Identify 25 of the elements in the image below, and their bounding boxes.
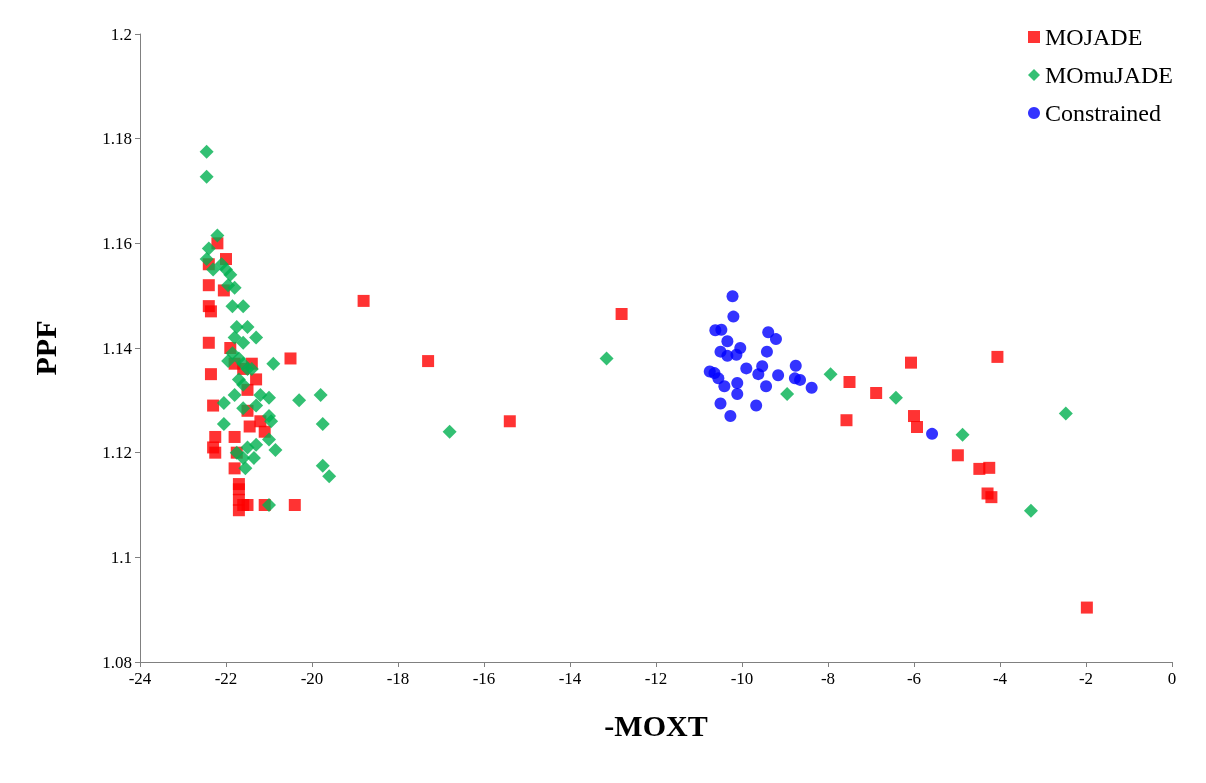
legend-label: Constrained <box>1045 100 1161 126</box>
x-tick-label: -14 <box>558 669 582 688</box>
legend-label: MOmuJADE <box>1045 62 1174 88</box>
y-tick-label: 1.08 <box>102 652 132 672</box>
x-tick-label: -8 <box>820 669 836 688</box>
x-tick-label: -16 <box>472 669 496 688</box>
x-axis-title: -MOXT <box>604 708 708 742</box>
legend-label: MOJADE <box>1045 24 1143 50</box>
y-tick-label: 1.14 <box>102 338 133 358</box>
x-tick-label: -10 <box>730 669 754 688</box>
x-tick-label: 0 <box>1167 669 1177 688</box>
x-tick-label: -24 <box>128 669 152 688</box>
x-tick-label: -20 <box>300 669 324 688</box>
x-tick-label: -12 <box>644 669 668 688</box>
x-tick-label: -18 <box>386 669 410 688</box>
y-tick-label: 1.1 <box>110 547 132 567</box>
y-tick-label: 1.18 <box>102 129 132 149</box>
x-tick-label: -4 <box>992 669 1008 688</box>
x-tick-label: -2 <box>1078 669 1094 688</box>
y-tick-label: 1.2 <box>110 24 132 44</box>
y-tick-label: 1.16 <box>102 233 132 253</box>
x-tick-label: -6 <box>906 669 922 688</box>
y-axis-title: PPF <box>28 320 62 376</box>
x-tick-label: -22 <box>214 669 238 688</box>
y-tick-label: 1.12 <box>102 443 132 463</box>
